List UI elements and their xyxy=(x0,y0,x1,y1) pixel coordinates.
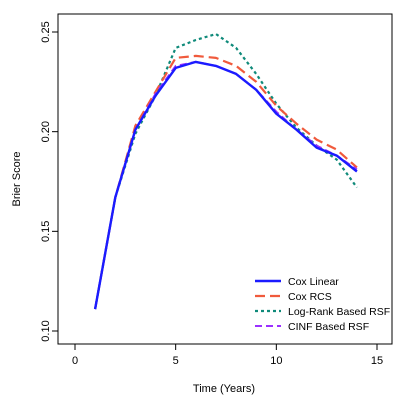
legend-label: Log-Rank Based RSF xyxy=(288,306,390,318)
x-axis: 0 5 10 15 xyxy=(72,343,383,367)
series-line-cinf-based-rsf xyxy=(94,60,358,310)
x-tick-label: 15 xyxy=(371,355,383,367)
plot-frame xyxy=(57,13,393,345)
x-tick-label: 10 xyxy=(270,355,282,367)
y-tick-label: 0.10 xyxy=(40,320,52,341)
series-line-cox-rcs xyxy=(94,54,358,310)
legend: Cox Linear Cox RCS Log-Rank Based RSF CINF … xyxy=(255,276,390,333)
legend-label: Cox Linear xyxy=(288,276,339,288)
series-line-cox-linear xyxy=(93,60,358,310)
y-axis: 0.10 0.15 0.20 0.25 xyxy=(40,21,59,342)
series-line-log-rank-based-rsf xyxy=(94,32,358,310)
y-tick-label: 0.15 xyxy=(40,221,52,242)
x-tick-label: 5 xyxy=(173,355,179,367)
y-tick-label: 0.25 xyxy=(40,21,52,42)
series-layer xyxy=(93,32,358,310)
y-tick-label: 0.20 xyxy=(40,121,52,142)
x-axis-title: Time (Years) xyxy=(193,383,255,395)
x-tick-label: 0 xyxy=(72,355,78,367)
legend-label: Cox RCS xyxy=(288,291,332,303)
y-axis-title: Brier Score xyxy=(11,151,23,206)
legend-label: CINF Based RSF xyxy=(288,321,369,333)
